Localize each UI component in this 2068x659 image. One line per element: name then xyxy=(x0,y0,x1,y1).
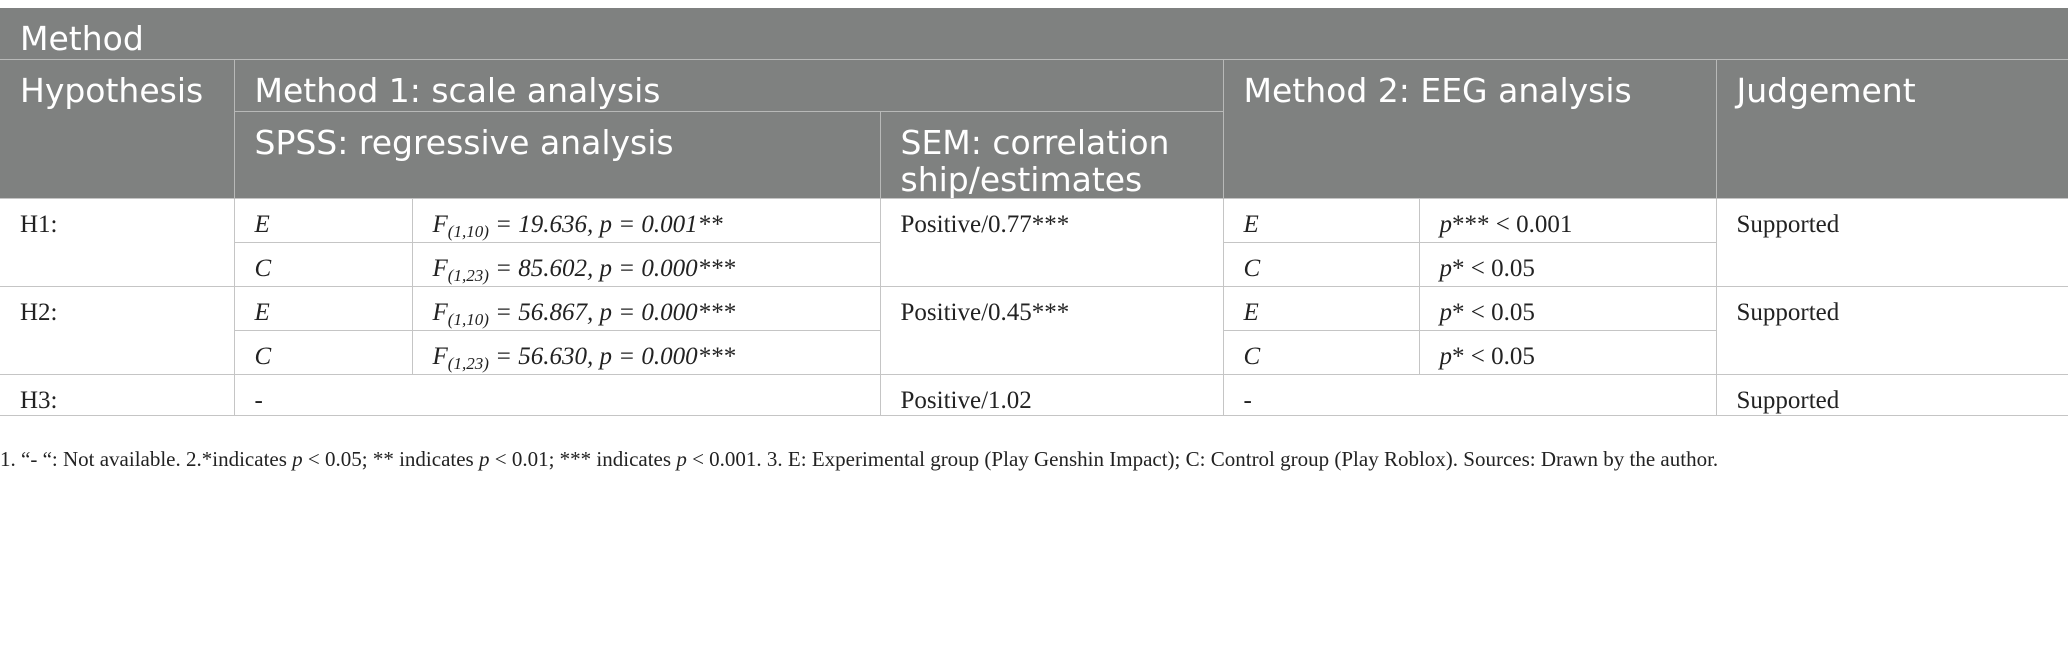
regression-cell: F(1,23) = 85.602, p = 0.000*** xyxy=(411,241,881,287)
eeg-value-cell: p* < 0.05 xyxy=(1418,285,1717,331)
method1-header: Method 1: scale analysis xyxy=(233,58,1223,111)
regression-cell: F(1,10) = 19.636, p = 0.001** xyxy=(411,197,881,243)
sem-cell: Positive/0.45*** xyxy=(879,285,1224,375)
judgement-cell: Supported xyxy=(1715,197,2068,287)
table-row: C F(1,23) = 56.630, p = 0.000*** C p* < … xyxy=(0,329,2068,375)
group-cell: C xyxy=(233,329,413,375)
eeg-group-cell: C xyxy=(1222,329,1420,375)
regression-cell: F(1,23) = 56.630, p = 0.000*** xyxy=(411,329,881,375)
group-cell: C xyxy=(233,241,413,287)
table-row: H3: - Positive/1.02 - Supported xyxy=(0,373,2068,416)
regression-cell: F(1,10) = 56.867, p = 0.000*** xyxy=(411,285,881,331)
judgement-cell: Supported xyxy=(1715,373,2068,416)
group-cell: E xyxy=(233,285,413,331)
eeg-value-cell: - xyxy=(1222,373,1717,416)
judgement-header: Judgement xyxy=(1715,58,2068,198)
eeg-group-cell: E xyxy=(1222,197,1420,243)
judgement-cell: Supported xyxy=(1715,285,2068,375)
sem-header: SEM: correlation ship/estimates xyxy=(879,110,1223,198)
eeg-value-cell: p* < 0.05 xyxy=(1418,241,1717,287)
table-row: C F(1,23) = 85.602, p = 0.000*** C p* < … xyxy=(0,241,2068,287)
method2-header: Method 2: EEG analysis xyxy=(1222,58,1716,198)
sem-cell: Positive/1.02 xyxy=(879,373,1224,416)
hypothesis-cell: H2: xyxy=(0,285,235,375)
hypothesis-cell: H1: xyxy=(0,197,235,287)
group-cell: E xyxy=(233,197,413,243)
eeg-group-cell: E xyxy=(1222,285,1420,331)
spss-header: SPSS: regressive analysis xyxy=(233,110,880,198)
sem-cell: Positive/0.77*** xyxy=(879,197,1224,287)
table-footnote: 1. “- “: Not available. 2.*indicates p <… xyxy=(0,447,1719,471)
hypothesis-cell: H3: xyxy=(0,373,235,416)
results-table: Method Hypothesis Method 1: scale analys… xyxy=(0,8,2068,416)
hypothesis-header: Hypothesis xyxy=(0,58,234,198)
table-row: H2: E F(1,10) = 56.867, p = 0.000*** Pos… xyxy=(0,285,2068,375)
eeg-value-cell: p*** < 0.001 xyxy=(1418,197,1717,243)
method-header: Method xyxy=(0,8,2068,59)
eeg-group-cell: C xyxy=(1222,241,1420,287)
table-row: H1: E F(1,10) = 19.636, p = 0.001** Posi… xyxy=(0,197,2068,287)
regression-cell: - xyxy=(233,373,881,416)
eeg-value-cell: p* < 0.05 xyxy=(1418,329,1717,375)
